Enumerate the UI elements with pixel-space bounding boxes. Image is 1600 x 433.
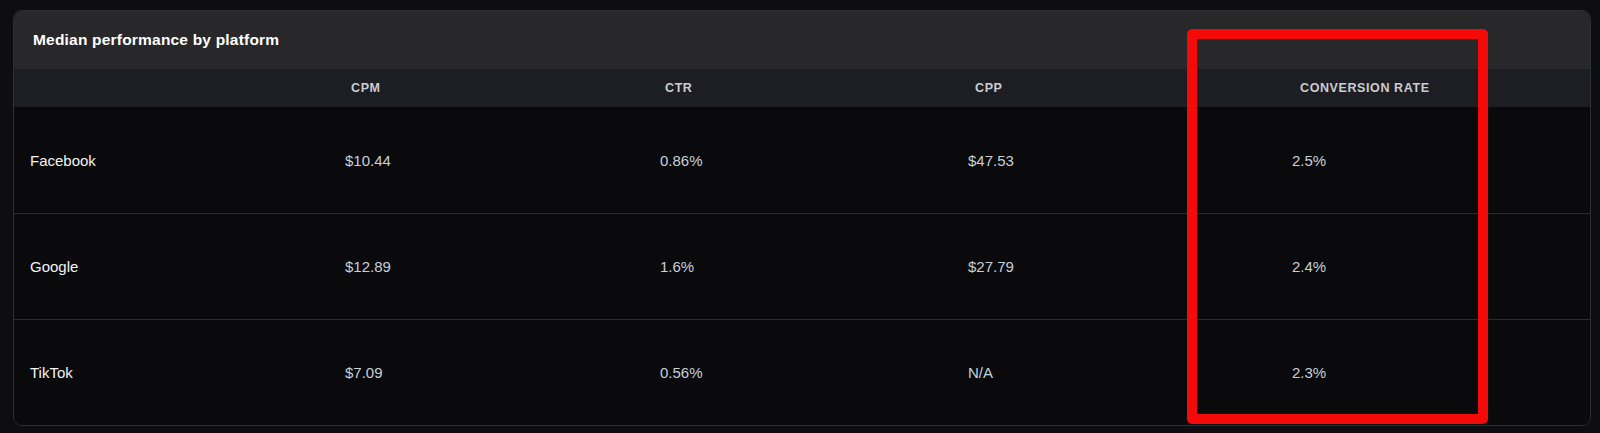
cpp-value: N/A <box>968 320 993 425</box>
platform-label: Facebook <box>30 107 96 213</box>
table-header-row: CPM CTR CPP CONVERSION RATE <box>14 69 1590 107</box>
cpm-value: $10.44 <box>345 107 391 213</box>
conversion-rate-value: 2.4% <box>1292 214 1326 319</box>
platform-label: TikTok <box>30 320 73 425</box>
column-header-cpp: CPP <box>975 69 1003 107</box>
conversion-rate-value: 2.3% <box>1292 320 1326 425</box>
cpp-value: $47.53 <box>968 107 1014 213</box>
conversion-rate-value: 2.5% <box>1292 107 1326 213</box>
cpm-value: $7.09 <box>345 320 383 425</box>
table-row-google: Google $12.89 1.6% $27.79 2.4% <box>14 213 1590 319</box>
ctr-value: 1.6% <box>660 214 694 319</box>
table-row-tiktok: TikTok $7.09 0.56% N/A 2.3% <box>14 319 1590 425</box>
card-header: Median performance by platform <box>14 11 1590 69</box>
card-title: Median performance by platform <box>33 31 279 49</box>
cpm-value: $12.89 <box>345 214 391 319</box>
column-header-conversion-rate: CONVERSION RATE <box>1300 69 1430 107</box>
column-header-ctr: CTR <box>665 69 693 107</box>
column-header-cpm: CPM <box>351 69 381 107</box>
cpp-value: $27.79 <box>968 214 1014 319</box>
platform-label: Google <box>30 214 78 319</box>
median-performance-card: Median performance by platform CPM CTR C… <box>13 10 1591 426</box>
dashboard-page: Median performance by platform CPM CTR C… <box>0 0 1600 433</box>
ctr-value: 0.56% <box>660 320 703 425</box>
table-row-facebook: Facebook $10.44 0.86% $47.53 2.5% <box>14 107 1590 213</box>
ctr-value: 0.86% <box>660 107 703 213</box>
